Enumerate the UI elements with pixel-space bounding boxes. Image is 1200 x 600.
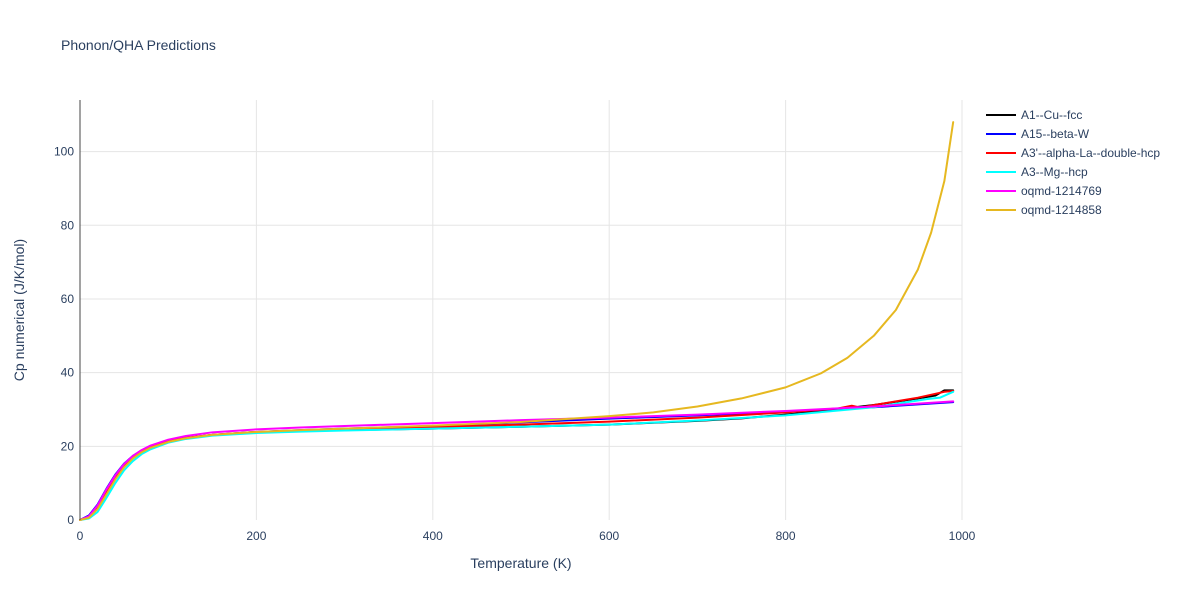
series-line [79, 121, 955, 521]
legend-item[interactable]: A3--Mg--hcp [986, 165, 1088, 179]
y-tick-label: 60 [61, 292, 75, 306]
legend-item[interactable]: A15--beta-W [986, 127, 1090, 141]
legend-label: A3--Mg--hcp [1021, 165, 1088, 179]
grid-lines [80, 100, 963, 520]
series-line [79, 390, 955, 521]
legend-label: oqmd-1214858 [1021, 203, 1102, 217]
x-tick-label: 400 [423, 529, 443, 543]
plot-area [79, 121, 955, 521]
legend-item[interactable]: A3'--alpha-La--double-hcp [986, 146, 1160, 160]
y-tick-label: 40 [61, 366, 75, 380]
legend-label: A1--Cu--fcc [1021, 108, 1082, 122]
x-axis-title: Temperature (K) [470, 555, 571, 571]
x-tick-label: 200 [246, 529, 266, 543]
legend-item[interactable]: A1--Cu--fcc [986, 108, 1082, 122]
legend-item[interactable]: oqmd-1214858 [986, 203, 1102, 217]
legend[interactable]: A1--Cu--fcc A15--beta-W A3'--alpha-La--dou… [986, 108, 1160, 217]
x-tick-label: 800 [776, 529, 796, 543]
x-tick-label: 0 [77, 529, 84, 543]
y-tick-label: 100 [54, 145, 74, 159]
legend-label: oqmd-1214769 [1021, 184, 1102, 198]
x-tick-label: 600 [599, 529, 619, 543]
y-tick-label: 0 [67, 513, 74, 527]
series-line [79, 400, 955, 521]
legend-label: A15--beta-W [1021, 127, 1090, 141]
y-axis-title: Cp numerical (J/K/mol) [11, 239, 27, 381]
chart-title: Phonon/QHA Predictions [61, 37, 216, 53]
y-tick-label: 20 [61, 439, 75, 453]
series-line [79, 390, 955, 521]
axis-ticks: 0 200 400 600 800 1000 0 20 40 60 80 100 [54, 145, 976, 543]
x-tick-label: 1000 [949, 529, 976, 543]
y-tick-label: 80 [61, 218, 75, 232]
legend-label: A3'--alpha-La--double-hcp [1021, 146, 1160, 160]
legend-item[interactable]: oqmd-1214769 [986, 184, 1102, 198]
